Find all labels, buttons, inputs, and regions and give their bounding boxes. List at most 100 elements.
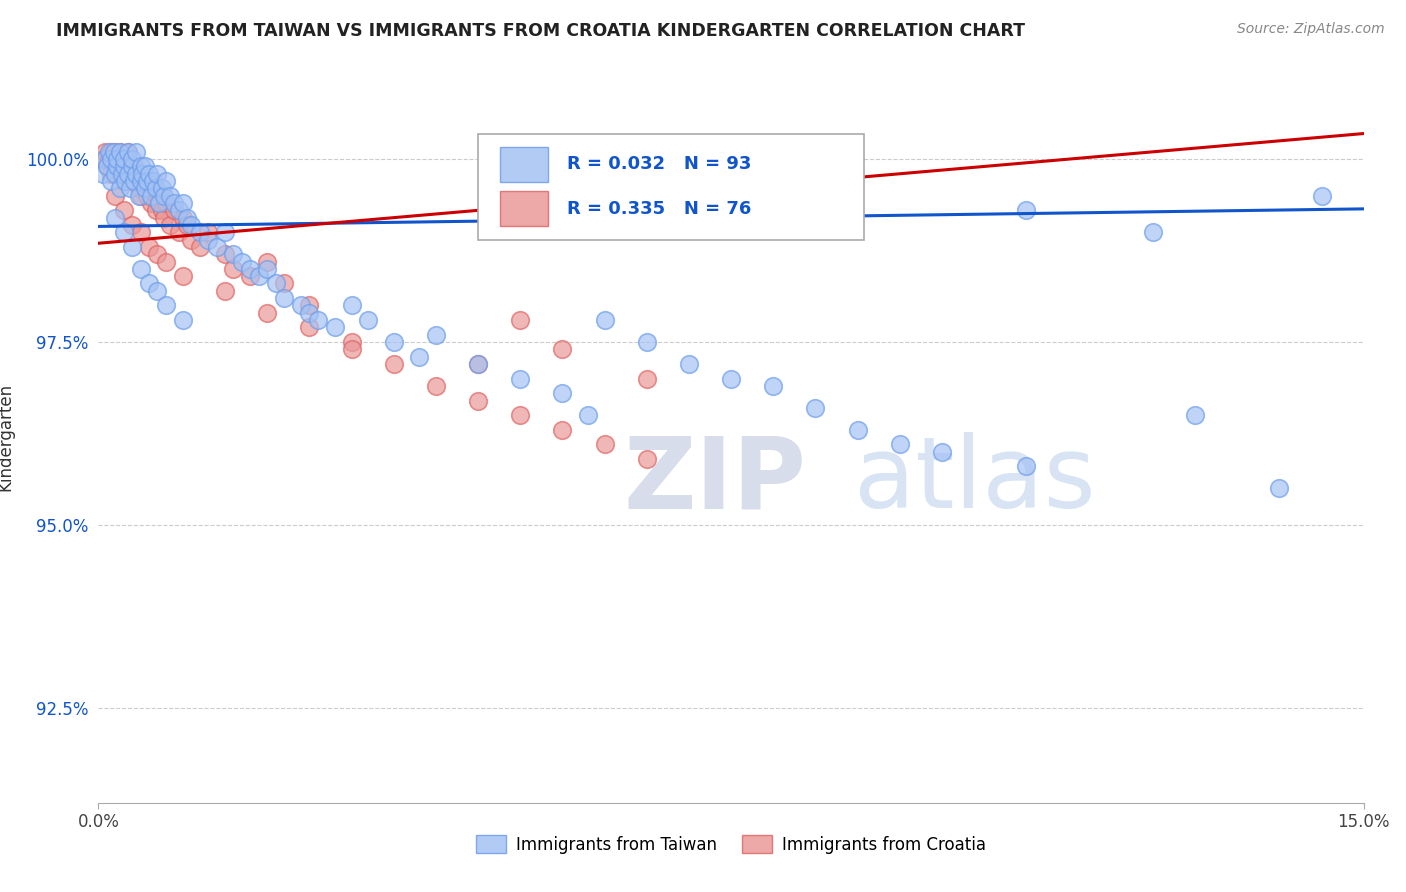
Point — [112, 152, 135, 166]
Point — [129, 160, 152, 174]
Point — [636, 371, 658, 385]
Legend: Immigrants from Taiwan, Immigrants from Croatia: Immigrants from Taiwan, Immigrants from … — [470, 829, 993, 860]
Point — [94, 152, 117, 166]
Point — [172, 269, 194, 284]
Point — [205, 240, 228, 254]
Point — [340, 334, 363, 349]
Point — [678, 357, 700, 371]
Point — [112, 160, 135, 174]
Point — [112, 225, 135, 239]
Point — [120, 181, 142, 195]
Point — [408, 350, 430, 364]
Point — [125, 167, 148, 181]
Point — [931, 444, 953, 458]
Point — [231, 254, 253, 268]
Point — [239, 269, 262, 284]
Point — [155, 298, 177, 312]
Point — [122, 160, 145, 174]
Point — [121, 174, 143, 188]
Point — [103, 152, 125, 166]
Point — [104, 160, 127, 174]
FancyBboxPatch shape — [499, 191, 547, 226]
Point — [167, 203, 190, 218]
FancyBboxPatch shape — [499, 146, 547, 182]
Point — [146, 247, 169, 261]
Point — [136, 188, 159, 202]
Point — [97, 152, 120, 166]
Point — [197, 225, 219, 239]
Point — [128, 188, 150, 202]
Point — [155, 254, 177, 268]
Point — [1310, 188, 1333, 202]
Point — [112, 167, 135, 181]
Point — [111, 160, 134, 174]
Point — [222, 261, 245, 276]
Point — [121, 152, 143, 166]
Point — [134, 160, 156, 174]
Point — [290, 298, 312, 312]
Point — [104, 211, 127, 225]
Point — [125, 145, 148, 159]
Point — [138, 167, 160, 181]
Point — [97, 145, 120, 159]
Point — [1142, 225, 1164, 239]
Point — [104, 145, 127, 159]
Point — [214, 247, 236, 261]
Point — [108, 167, 131, 181]
Point — [298, 298, 321, 312]
Y-axis label: Kindergarten: Kindergarten — [0, 383, 14, 491]
Text: R = 0.032   N = 93: R = 0.032 N = 93 — [567, 155, 751, 173]
Text: R = 0.335   N = 76: R = 0.335 N = 76 — [567, 200, 751, 218]
Point — [636, 452, 658, 467]
Point — [148, 196, 170, 211]
Point — [121, 218, 143, 232]
Point — [593, 313, 616, 327]
Text: IMMIGRANTS FROM TAIWAN VS IMMIGRANTS FROM CROATIA KINDERGARTEN CORRELATION CHART: IMMIGRANTS FROM TAIWAN VS IMMIGRANTS FRO… — [56, 22, 1025, 40]
Point — [139, 188, 162, 202]
Point — [146, 284, 169, 298]
Point — [111, 167, 134, 181]
Point — [155, 196, 177, 211]
Point — [180, 218, 202, 232]
Point — [138, 174, 160, 188]
Point — [846, 423, 869, 437]
Point — [382, 334, 405, 349]
Point — [120, 167, 142, 181]
Point — [125, 167, 148, 181]
Point — [163, 203, 186, 218]
Point — [145, 203, 167, 218]
Point — [509, 313, 531, 327]
Point — [153, 188, 176, 202]
Point — [256, 261, 278, 276]
Point — [117, 145, 139, 159]
Point — [551, 386, 574, 401]
Point — [112, 152, 135, 166]
Point — [172, 211, 194, 225]
Point — [323, 320, 346, 334]
Point — [509, 371, 531, 385]
Point — [188, 240, 211, 254]
Point — [129, 167, 152, 181]
Point — [298, 306, 321, 320]
Point — [159, 218, 181, 232]
Point — [128, 181, 150, 195]
Point — [138, 277, 160, 291]
Point — [467, 357, 489, 371]
Point — [1184, 408, 1206, 422]
Point — [382, 357, 405, 371]
Point — [91, 152, 114, 166]
Point — [720, 371, 742, 385]
Point — [114, 174, 136, 188]
Point — [108, 145, 131, 159]
Point — [129, 174, 152, 188]
Point — [105, 152, 128, 166]
Point — [100, 174, 122, 188]
FancyBboxPatch shape — [478, 134, 863, 240]
Point — [91, 167, 114, 181]
Point — [148, 196, 170, 211]
Point — [172, 196, 194, 211]
Point — [551, 343, 574, 357]
Point — [138, 240, 160, 254]
Point — [121, 160, 143, 174]
Point — [129, 225, 152, 239]
